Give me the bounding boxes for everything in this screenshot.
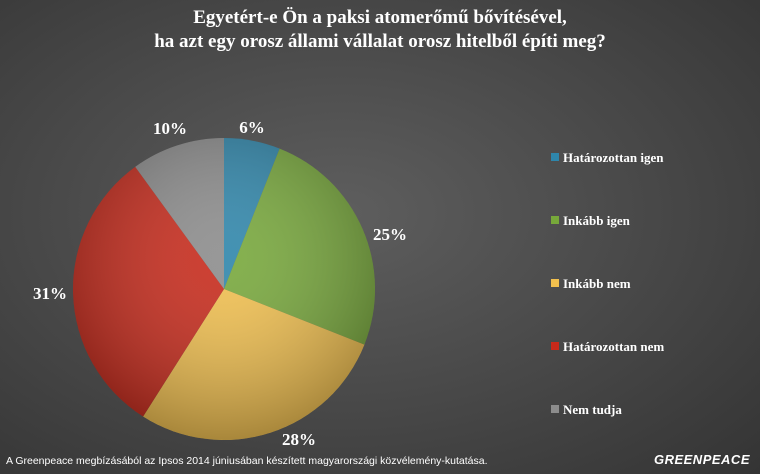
legend-label: Inkább nem — [563, 276, 631, 291]
slice-label-4: 31% — [33, 284, 67, 303]
legend-swatch — [551, 216, 559, 224]
legend-item-3: Inkább nem — [551, 276, 631, 292]
legend-label: Inkább igen — [563, 213, 630, 228]
legend-label: Határozottan nem — [563, 339, 665, 354]
chart-title-line-1: Egyetért-e Ön a paksi atomerőmű bővítésé… — [193, 7, 567, 28]
legend-swatch — [551, 153, 559, 161]
legend-label: Nem tudja — [563, 402, 622, 417]
legend-item-1: Határozottan igen — [551, 150, 664, 166]
legend-swatch — [551, 279, 559, 287]
greenpeace-logo: GREENPEACE — [653, 452, 750, 467]
slice-label-1: 6% — [239, 118, 265, 137]
slice-label-3: 28% — [282, 430, 316, 449]
legend-swatch — [551, 342, 559, 350]
legend-swatch — [551, 405, 559, 413]
source-note: A Greenpeace megbízásából az Ipsos 2014 … — [6, 455, 488, 467]
slice-label-5: 10% — [153, 119, 187, 138]
chart-title: Egyetért-e Ön a paksi atomerőmű bővítésé… — [0, 6, 760, 54]
chart-title-line-2: ha azt egy orosz állami vállalat orosz h… — [154, 31, 606, 52]
legend-label: Határozottan igen — [563, 150, 664, 165]
legend-item-2: Inkább igen — [551, 213, 630, 229]
slice-label-2: 25% — [373, 225, 407, 244]
legend-item-5: Nem tudja — [551, 402, 622, 418]
legend-item-4: Határozottan nem — [551, 339, 664, 355]
